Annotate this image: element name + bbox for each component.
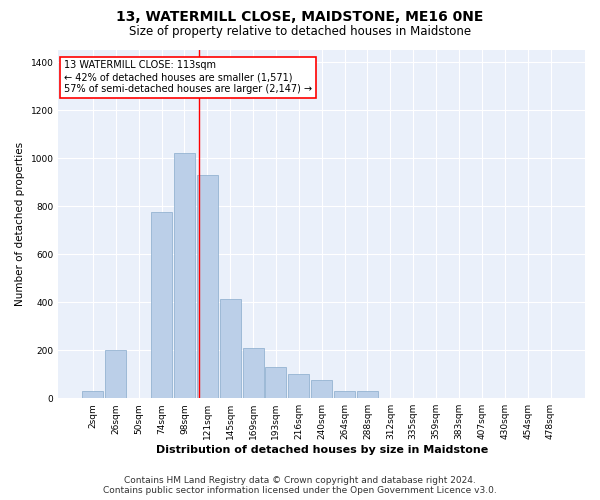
Bar (105, 350, 126, 398)
Bar (334, 391, 355, 398)
Bar (288, 374, 310, 398)
Bar (197, 175, 218, 398)
Bar (265, 367, 286, 398)
Bar (151, 212, 172, 398)
Bar (311, 380, 332, 398)
Bar (357, 391, 378, 398)
Text: 13 WATERMILL CLOSE: 113sqm
← 42% of detached houses are smaller (1,571)
57% of s: 13 WATERMILL CLOSE: 113sqm ← 42% of deta… (64, 60, 312, 94)
X-axis label: Distribution of detached houses by size in Maidstone: Distribution of detached houses by size … (155, 445, 488, 455)
Text: 13, WATERMILL CLOSE, MAIDSTONE, ME16 0NE: 13, WATERMILL CLOSE, MAIDSTONE, ME16 0NE (116, 10, 484, 24)
Text: Size of property relative to detached houses in Maidstone: Size of property relative to detached ho… (129, 25, 471, 38)
Bar (220, 298, 241, 398)
Bar (242, 348, 263, 398)
Bar (174, 154, 195, 398)
Bar (82, 391, 103, 398)
Text: Contains HM Land Registry data © Crown copyright and database right 2024.
Contai: Contains HM Land Registry data © Crown c… (103, 476, 497, 495)
Y-axis label: Number of detached properties: Number of detached properties (15, 142, 25, 306)
